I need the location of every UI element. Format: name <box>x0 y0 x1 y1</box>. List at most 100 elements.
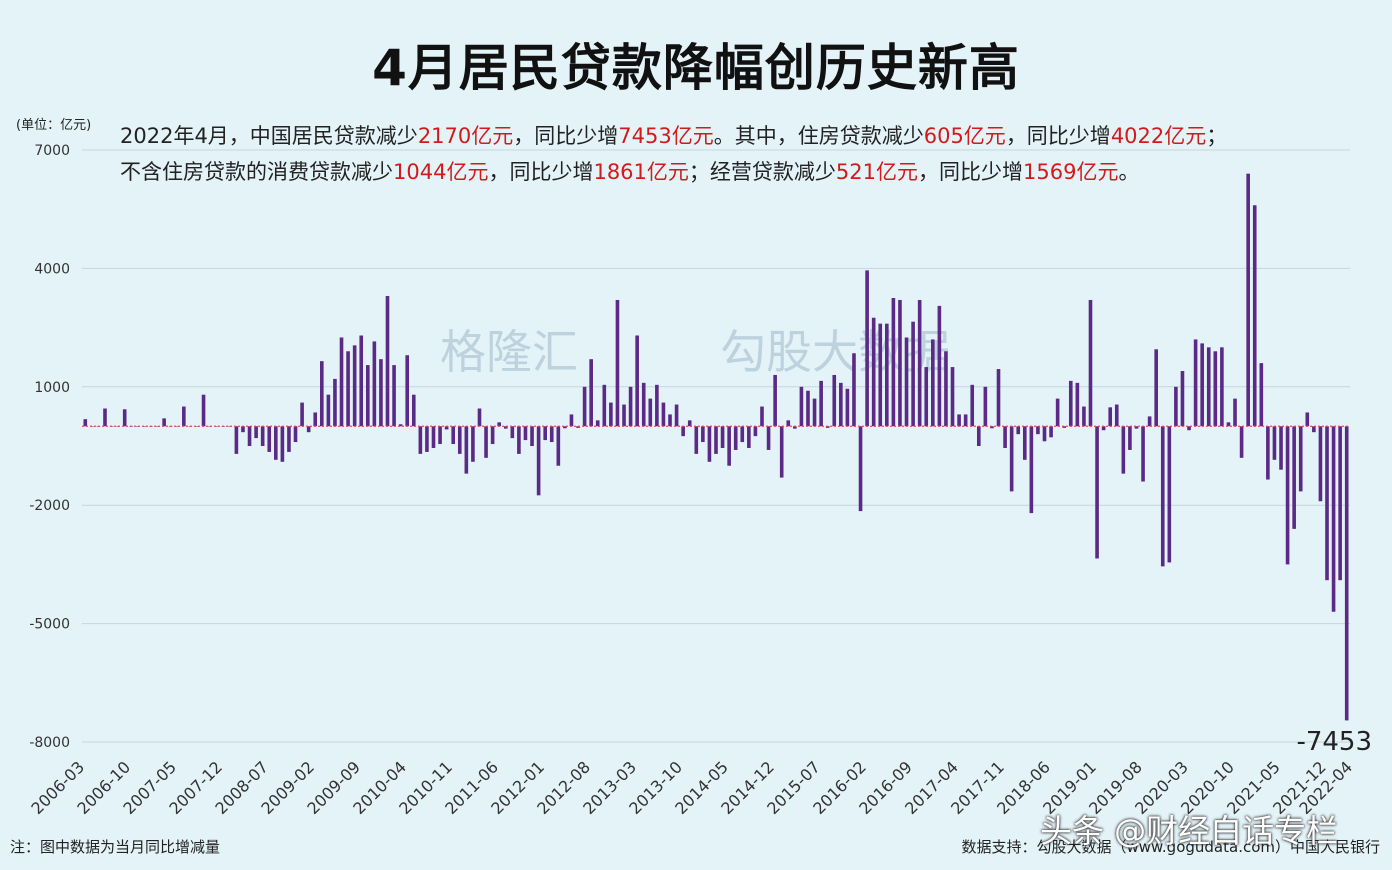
bar <box>793 426 797 429</box>
bar <box>661 402 666 427</box>
desc2-segment-3: 1861亿元 <box>593 160 689 184</box>
bar <box>260 426 265 446</box>
bar <box>438 426 442 445</box>
bar <box>589 359 593 427</box>
bar <box>247 426 252 446</box>
bar <box>352 345 357 427</box>
bar <box>839 382 843 427</box>
bar <box>1147 416 1152 427</box>
bar <box>83 419 88 427</box>
bar <box>825 426 830 428</box>
bar <box>812 398 817 427</box>
bar <box>1003 426 1007 448</box>
bar <box>865 270 869 427</box>
bar <box>1082 406 1086 427</box>
bar <box>720 426 725 448</box>
bar <box>733 426 738 450</box>
bar <box>832 374 837 427</box>
bar <box>503 426 508 429</box>
bar <box>1049 426 1053 438</box>
bar <box>871 317 876 427</box>
bar <box>779 426 784 478</box>
bar <box>655 384 659 427</box>
bar <box>1055 398 1060 427</box>
bar <box>674 404 679 427</box>
bar <box>628 386 633 427</box>
bar <box>747 426 751 448</box>
bar <box>1134 426 1139 429</box>
bar <box>1331 426 1336 612</box>
bar <box>937 305 942 427</box>
watermark-gelonghui: 格隆汇 <box>440 325 578 379</box>
bar <box>385 296 390 427</box>
desc2-segment-2: ，同比少增 <box>488 160 594 184</box>
bar <box>293 426 298 443</box>
bar <box>392 365 396 427</box>
bar <box>727 426 731 466</box>
desc2-segment-5: 521亿元 <box>835 160 918 184</box>
bar <box>379 359 383 427</box>
bar <box>1252 205 1257 427</box>
bar <box>701 426 705 443</box>
y-tick-label: -5000 <box>29 617 70 633</box>
y-tick-label: 4000 <box>34 261 70 277</box>
bar <box>464 426 469 474</box>
bar <box>904 337 909 427</box>
bar <box>411 394 416 427</box>
bar <box>431 426 436 448</box>
bar <box>1239 426 1244 458</box>
data-source: 数据支持：勾股大数据（www.gogudata.com）中国人民银行 <box>961 838 1380 856</box>
last-value-label: -7453 <box>1296 727 1372 757</box>
bar <box>1213 351 1218 427</box>
bar <box>917 299 922 427</box>
bar <box>668 414 672 427</box>
bar <box>1180 371 1185 427</box>
bar <box>484 426 488 458</box>
bar <box>1167 426 1172 563</box>
bar <box>970 384 975 427</box>
bar <box>333 378 337 427</box>
bar <box>287 426 291 452</box>
bar <box>1246 173 1250 427</box>
bar <box>1206 347 1211 427</box>
bar <box>201 394 206 427</box>
bar <box>359 335 364 427</box>
desc1-segment-8: ； <box>1206 124 1228 148</box>
bar <box>950 367 955 427</box>
bar <box>523 426 528 441</box>
bar <box>1068 380 1073 427</box>
desc2-segment-6: ，同比少增 <box>918 160 1023 184</box>
desc1-segment-5: 605亿元 <box>923 124 1006 148</box>
bar <box>1298 426 1303 492</box>
desc1-segment-2: ，同比少增 <box>513 124 619 148</box>
desc1-segment-3: 7453亿元 <box>618 124 714 148</box>
bar <box>162 418 166 427</box>
bar <box>714 426 718 454</box>
bar <box>1062 426 1067 428</box>
bar <box>569 414 574 427</box>
bar <box>1200 343 1204 427</box>
bar <box>773 374 777 427</box>
bar <box>1305 412 1310 427</box>
bar <box>1141 426 1145 482</box>
bar <box>595 420 600 427</box>
bar <box>911 321 915 427</box>
bar <box>760 406 764 427</box>
bar <box>1259 363 1264 427</box>
bar <box>1292 426 1296 529</box>
y-tick-label: 1000 <box>34 380 70 396</box>
bar <box>398 424 403 427</box>
bar <box>471 426 475 462</box>
bar <box>214 426 219 427</box>
bar <box>556 426 561 466</box>
bar <box>957 414 961 427</box>
bar <box>1193 339 1198 427</box>
bar <box>622 404 626 427</box>
bar <box>234 426 239 454</box>
chart-title: 4月居民贷款降幅创历史新高 <box>372 39 1020 97</box>
desc1-segment-4: 。其中，住房贷款减少 <box>713 124 924 148</box>
bar <box>457 426 462 454</box>
bar <box>648 398 653 427</box>
bar <box>944 351 948 427</box>
